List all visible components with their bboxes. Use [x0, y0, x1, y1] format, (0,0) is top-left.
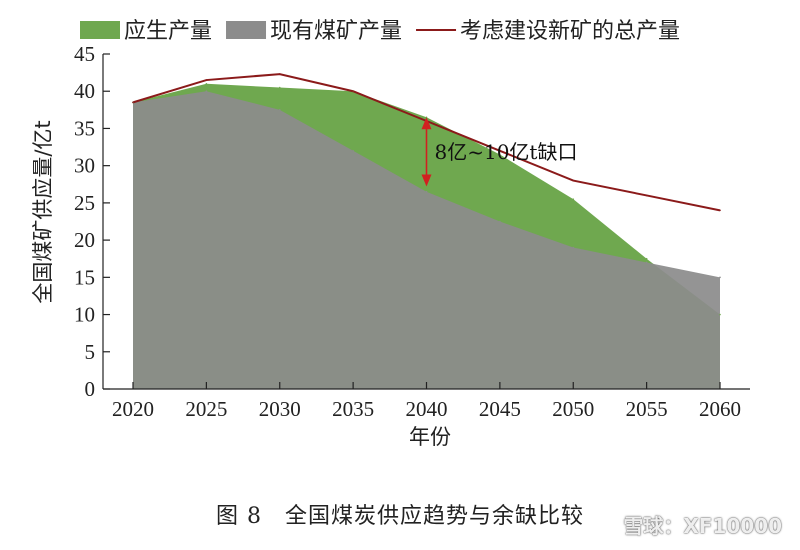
legend-label-1: 现有煤矿产量	[270, 19, 402, 44]
x-tick-label: 2035	[332, 397, 374, 421]
x-tick-label: 2025	[185, 397, 227, 421]
y-tick-label: 25	[74, 191, 95, 215]
data-point-2-2045	[499, 149, 501, 152]
legend-swatch-1	[226, 21, 267, 39]
data-point-2-2020	[132, 101, 134, 104]
y-tick-label: 30	[74, 154, 95, 178]
data-point-2-2030	[278, 73, 281, 75]
data-point-1-2055	[645, 261, 648, 264]
data-point-0-2040	[425, 116, 428, 119]
data-point-1-2030	[278, 109, 281, 111]
x-tick-label: 2020	[112, 397, 154, 421]
data-point-0-2025	[205, 82, 208, 85]
y-tick-label: 5	[85, 340, 96, 364]
data-point-0-2050	[572, 198, 575, 200]
x-tick-label: 2055	[626, 397, 668, 421]
y-tick-label: 0	[85, 377, 96, 401]
legend-label-2: 考虑建设新矿的总产量	[460, 19, 680, 44]
gap-arrow-head-top	[421, 117, 432, 130]
y-tick-label: 45	[74, 42, 95, 66]
data-point-1-2040	[425, 190, 428, 193]
data-point-1-2035	[352, 149, 354, 152]
plot-area: 8亿~10亿t缺口	[132, 73, 721, 390]
data-point-1-2050	[572, 246, 575, 249]
data-point-1-2060	[719, 276, 721, 279]
series-area-existing	[133, 91, 720, 389]
data-point-2-2050	[572, 179, 575, 182]
y-tick-label: 10	[74, 303, 95, 327]
y-tick-label: 40	[74, 79, 95, 103]
y-tick-label: 35	[74, 116, 95, 140]
watermark: 雪球：XF10000	[623, 514, 782, 538]
legend: 应生产量 现有煤矿产量 考虑建设新矿的总产量	[80, 19, 680, 44]
y-tick-label: 20	[74, 228, 95, 252]
data-point-0-2060	[719, 313, 721, 316]
x-tick-label: 2050	[552, 397, 594, 421]
legend-swatch-0	[80, 21, 120, 39]
data-point-0-2045	[499, 153, 501, 156]
data-point-2-2055	[645, 194, 648, 197]
data-point-2-2035	[352, 90, 354, 93]
x-axis-title: 年份	[409, 425, 451, 449]
x-tick-label: 2030	[259, 397, 301, 421]
data-point-1-2045	[499, 220, 501, 223]
data-point-0-2055	[645, 257, 648, 260]
data-point-1-2025	[205, 90, 208, 93]
x-tick-label: 2045	[479, 397, 521, 421]
data-point-0-2030	[278, 86, 281, 89]
y-axis-title: 全国煤矿供应量/亿t	[31, 120, 55, 303]
x-tick-label: 2040	[406, 397, 448, 421]
chart: 应生产量 现有煤矿产量 考虑建设新矿的总产量 8亿~10亿t缺口 051015202…	[31, 19, 750, 449]
y-tick-label: 15	[74, 265, 95, 289]
gap-arrow-head-bottom	[421, 174, 432, 187]
data-point-2-2060	[719, 209, 721, 212]
x-tick-label: 2060	[699, 397, 741, 421]
legend-label-0: 应生产量	[124, 19, 212, 44]
data-point-2-2025	[205, 79, 208, 81]
figure-caption: 图 8 全国煤炭供应趋势与余缺比较	[216, 504, 584, 529]
gap-annotation-label: 8亿~10亿t缺口	[435, 140, 578, 164]
